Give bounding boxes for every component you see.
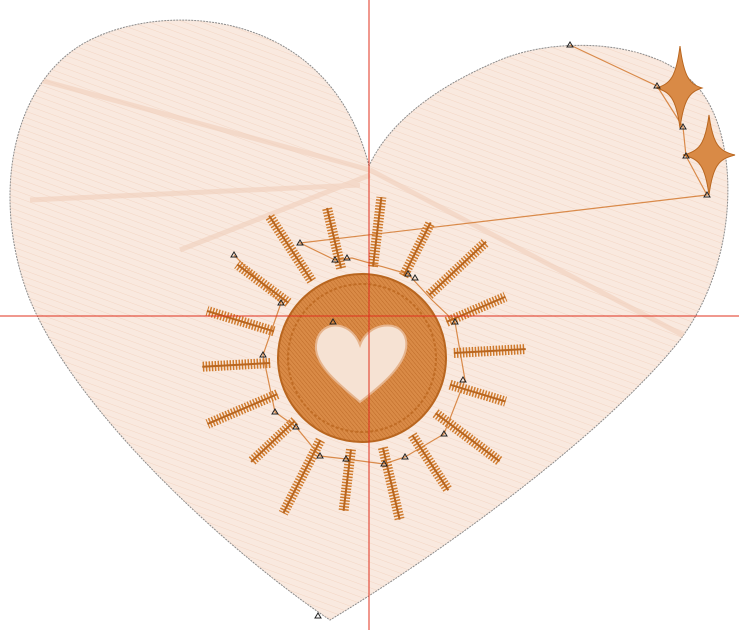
stitch-marker[interactable] xyxy=(653,82,661,89)
sun-ray-core xyxy=(411,434,450,491)
stitch-markers xyxy=(230,41,711,619)
stitch-marker[interactable] xyxy=(682,152,690,159)
stitch-marker[interactable] xyxy=(401,453,409,460)
stitch-marker[interactable] xyxy=(566,41,574,48)
sun-ray-core xyxy=(342,449,352,512)
sun-ray-core xyxy=(202,362,271,368)
stitch-marker[interactable] xyxy=(271,408,279,415)
stitch-marker[interactable] xyxy=(451,318,459,325)
sun-ray-core xyxy=(446,295,506,323)
sun-ray-core xyxy=(449,383,506,403)
stitch-marker[interactable] xyxy=(259,351,267,358)
sun-ray-core xyxy=(206,310,275,333)
stitch-marker[interactable] xyxy=(296,239,304,246)
sun-ray-core xyxy=(282,439,322,514)
stitch-marker[interactable] xyxy=(342,455,350,462)
stitch-marker[interactable] xyxy=(404,270,412,277)
sun-ray-core xyxy=(453,348,526,354)
sun-ray-core xyxy=(428,241,487,296)
sun-ray-core xyxy=(236,263,290,304)
stitch-marker[interactable] xyxy=(703,191,711,198)
stitch-marker[interactable] xyxy=(459,376,467,383)
stitch-marker[interactable] xyxy=(440,430,448,437)
stitch-marker[interactable] xyxy=(292,423,300,430)
sun-ray-core xyxy=(207,393,278,425)
sun-ray-core xyxy=(402,221,432,277)
sun-ray-core xyxy=(268,215,313,282)
stitch-marker[interactable] xyxy=(316,452,324,459)
sun-ray-core xyxy=(372,197,383,267)
sun-ray-core xyxy=(381,447,401,520)
small-heart xyxy=(314,324,408,404)
four-point-star xyxy=(654,45,704,129)
sun-ray-core xyxy=(250,420,296,463)
stitch-marker[interactable] xyxy=(331,256,339,263)
sun-ray-core xyxy=(326,207,343,269)
sun-ray-core xyxy=(434,412,501,463)
stitch-marker[interactable] xyxy=(411,274,419,281)
stitch-marker[interactable] xyxy=(679,123,687,130)
stitch-marker[interactable] xyxy=(343,254,351,261)
stitch-marker[interactable] xyxy=(329,318,337,325)
stitch-marker[interactable] xyxy=(230,251,238,258)
stitch-marker[interactable] xyxy=(277,299,285,306)
stitch-marker[interactable] xyxy=(314,612,322,619)
sun-rays xyxy=(201,196,527,521)
stitch-marker[interactable] xyxy=(380,460,388,467)
